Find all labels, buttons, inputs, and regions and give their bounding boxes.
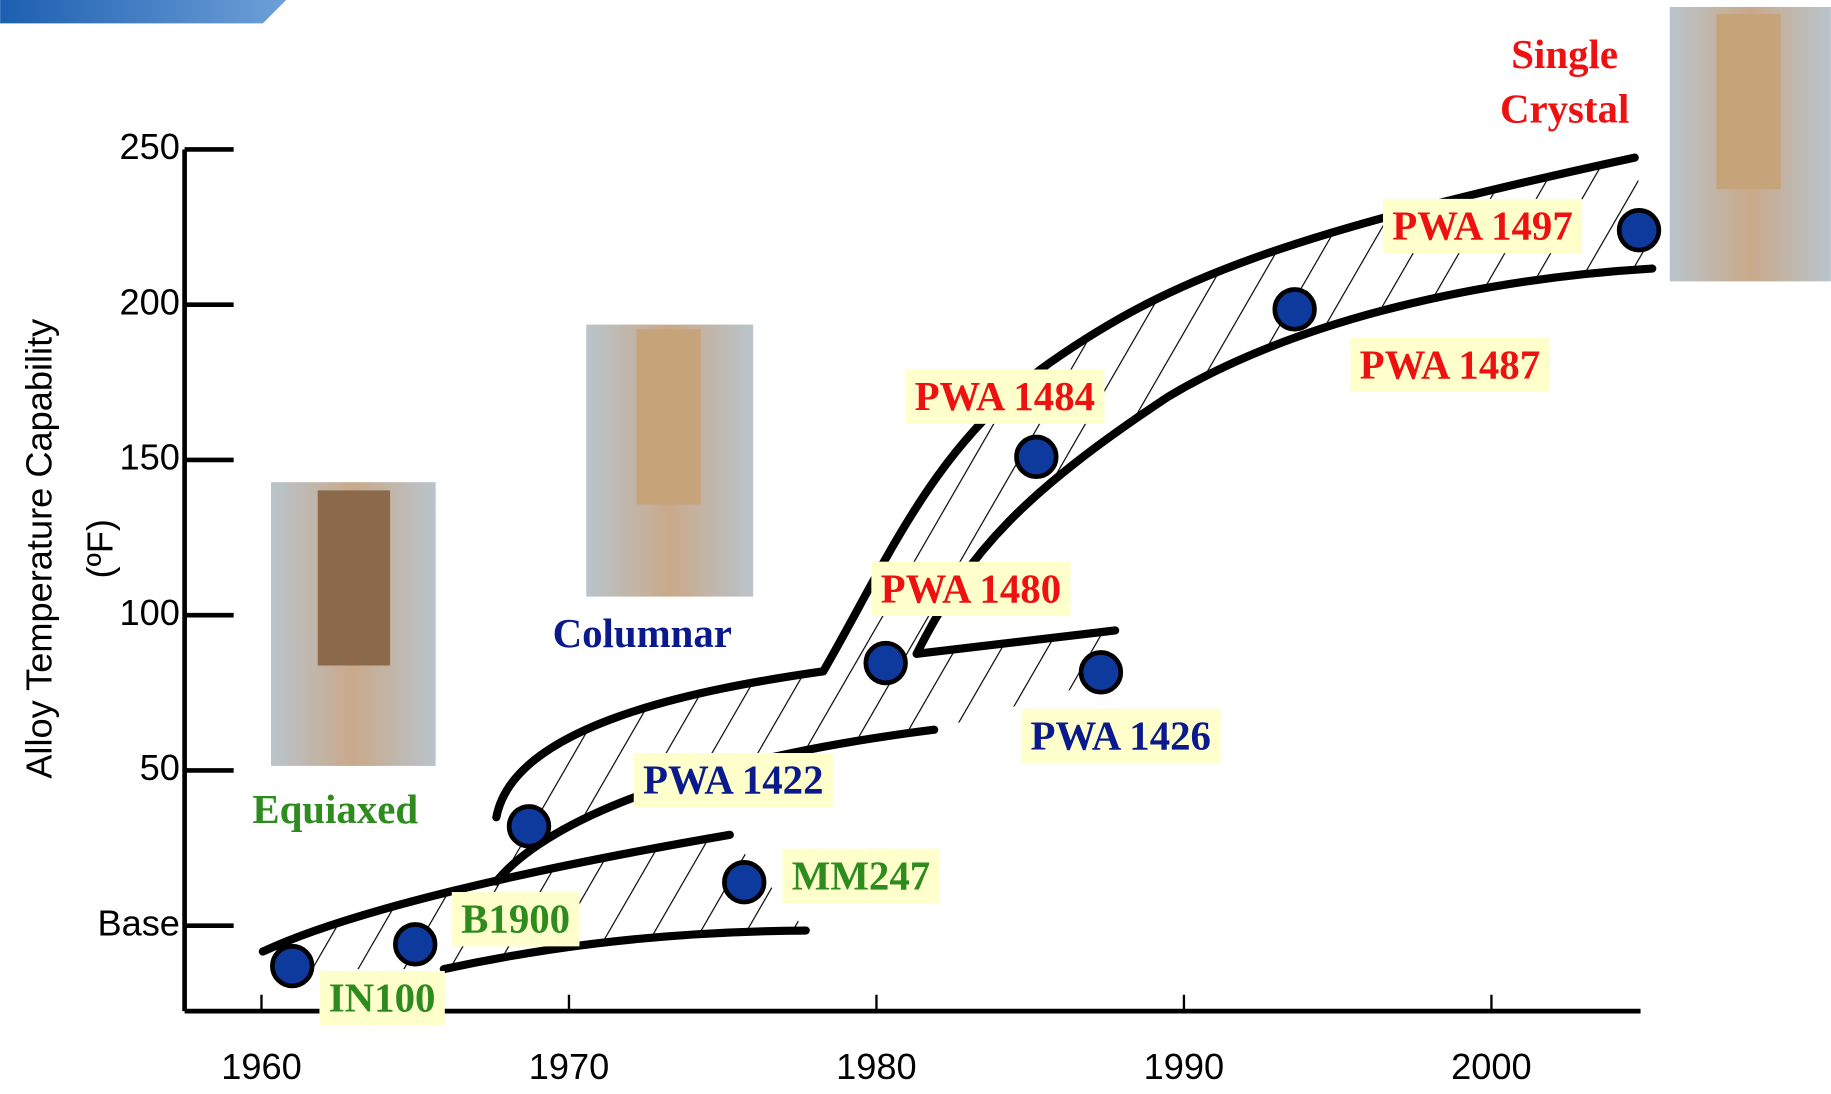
point-label-text: PWA 1487	[1360, 342, 1540, 387]
header-strip	[0, 0, 286, 23]
y-axis-label: (ºF)	[79, 519, 120, 578]
point-label-text: PWA 1422	[643, 758, 823, 803]
point	[272, 946, 312, 986]
y-tick-label: 100	[120, 592, 180, 633]
point	[724, 862, 764, 902]
point-label-text: PWA 1497	[1392, 204, 1572, 249]
point	[1081, 652, 1121, 692]
x-tick-label: 1980	[836, 1046, 917, 1087]
point-label: PWA 1426	[1021, 709, 1220, 763]
point	[866, 643, 906, 683]
point-label: B1900	[452, 892, 580, 946]
point-label: PWA 1497	[1383, 199, 1582, 253]
point-label-text: PWA 1426	[1031, 713, 1211, 758]
x-tick-label: 1960	[221, 1046, 302, 1087]
point-label: MM247	[782, 849, 939, 903]
point	[395, 924, 435, 964]
y-tick-label: 150	[120, 437, 180, 478]
group-label: Single	[1511, 32, 1618, 77]
point	[509, 807, 549, 847]
group-label: Equiaxed	[252, 787, 418, 832]
point-label: PWA 1487	[1350, 338, 1549, 392]
group-label: Crystal	[1500, 87, 1629, 132]
y-axis-label: Alloy Temperature Capability	[19, 318, 60, 779]
x-tick-label: 1990	[1144, 1046, 1225, 1087]
y-tick-label: Base	[97, 902, 179, 943]
x-tick-label: 1970	[529, 1046, 610, 1087]
point	[1619, 210, 1659, 250]
group-label: Columnar	[553, 611, 732, 656]
point-label-text: B1900	[461, 897, 570, 942]
point	[1016, 437, 1056, 477]
x-tick-label: 2000	[1451, 1046, 1532, 1087]
point-label: IN100	[319, 971, 444, 1025]
point-label: PWA 1484	[905, 370, 1104, 424]
point-label-text: PWA 1480	[881, 566, 1061, 611]
chart: Alloy Temperature Capability (ºF) Equiax…	[0, 0, 1831, 1094]
point-label-text: IN100	[329, 976, 436, 1021]
point-label-text: MM247	[792, 853, 930, 898]
point	[1275, 290, 1315, 330]
y-tick-label: 50	[140, 747, 180, 788]
point-label-text: PWA 1484	[915, 374, 1095, 419]
point-label: PWA 1480	[871, 562, 1070, 616]
y-tick-label: 200	[120, 281, 180, 322]
point-label: PWA 1422	[634, 753, 833, 807]
y-tick-label: 250	[120, 126, 180, 167]
